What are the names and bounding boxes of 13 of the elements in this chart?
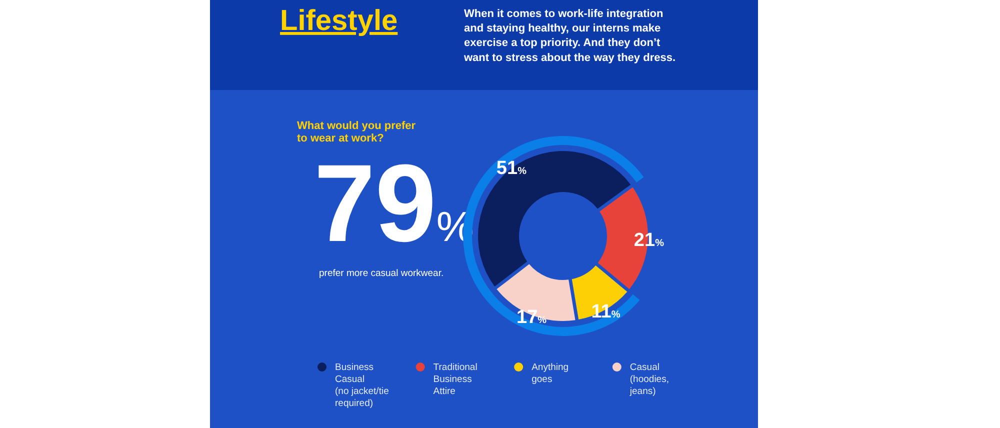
- chart-title: Lifestyle: [280, 5, 398, 37]
- donut-slice: [572, 265, 628, 320]
- legend-label: Business Casual (no jacket/tie required): [335, 362, 389, 409]
- legend-label: Casual (hoodies, jeans): [628, 362, 669, 397]
- donut-slice: [478, 151, 631, 287]
- donut-slice: [496, 264, 576, 321]
- chart-subtitle: When it comes to work-life integration and staying healthy, our interns make exercise a top priority. And they don’t want to stress about the way they dress.: [463, 8, 676, 64]
- text: What would you prefer to wear at work?: [297, 120, 416, 144]
- legend-label: Traditional Business Attire: [433, 362, 478, 397]
- text: prefer more casual workwear.: [319, 268, 444, 279]
- data-label: 51%: [496, 158, 527, 180]
- data-label: 17%: [516, 307, 547, 328]
- legend-label: Anything goes: [532, 362, 569, 385]
